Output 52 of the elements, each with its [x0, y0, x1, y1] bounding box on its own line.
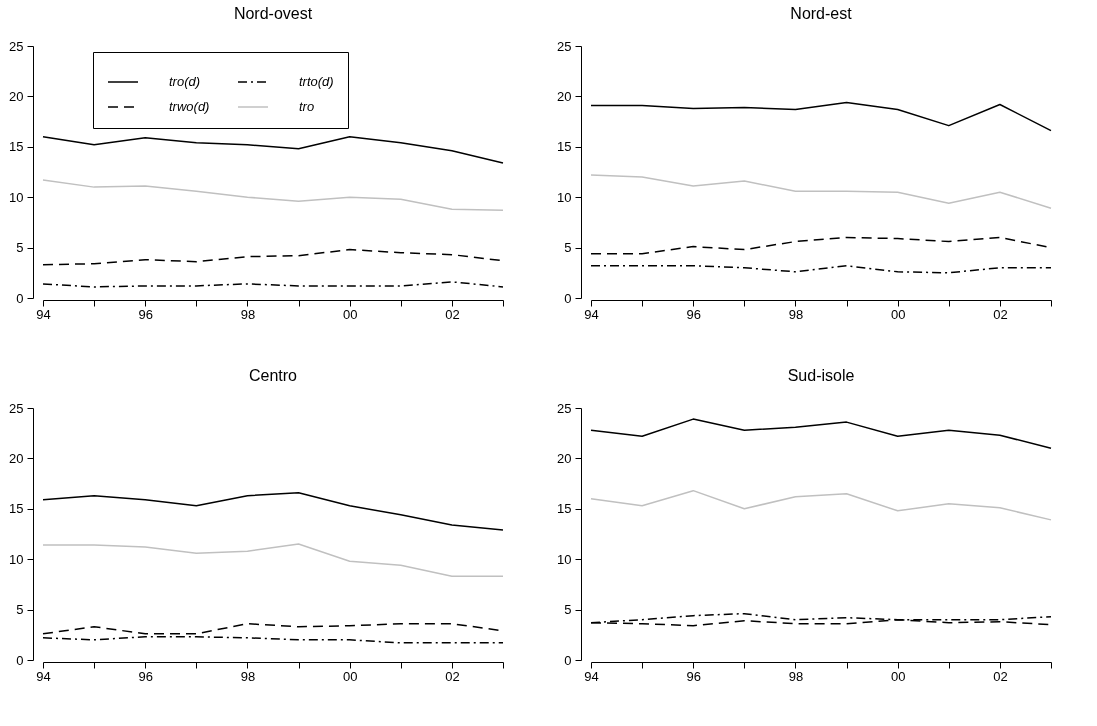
y-tick-label: 5 [564, 240, 572, 256]
y-tick-label: 5 [16, 240, 24, 256]
x-tick-label: 00 [342, 306, 358, 322]
y-tick-label: 10 [9, 551, 24, 567]
y-tick-label: 0 [564, 290, 572, 306]
x-tick-label: 02 [993, 668, 1008, 684]
y-tick-label: 0 [16, 290, 24, 306]
chart-title: Nord-est [790, 5, 853, 22]
chart-title: Nord-ovest [233, 5, 313, 22]
legend-label: trto(d) [299, 74, 334, 89]
x-tick-label: 02 [993, 306, 1008, 322]
x-tick-label: 02 [445, 306, 460, 322]
x-tick-label: 94 [36, 668, 51, 684]
x-tick-label: 96 [138, 668, 153, 684]
x-tick-label: 98 [240, 668, 256, 684]
y-tick-label: 25 [557, 38, 572, 54]
y-tick-label: 15 [557, 139, 572, 155]
x-tick-label: 94 [36, 306, 51, 322]
y-tick-label: 0 [564, 652, 572, 668]
x-tick-label: 96 [686, 668, 701, 684]
y-tick-label: 20 [9, 88, 24, 104]
legend-label: tro [299, 99, 315, 114]
x-tick-label: 00 [890, 668, 906, 684]
legend-label: trwo(d) [169, 99, 210, 114]
y-tick-label: 20 [557, 450, 572, 466]
y-tick-label: 25 [557, 400, 572, 416]
y-tick-label: 0 [16, 652, 24, 668]
x-tick-label: 98 [240, 306, 256, 322]
x-tick-label: 94 [584, 668, 599, 684]
x-tick-label: 98 [788, 668, 804, 684]
x-tick-label: 02 [445, 668, 460, 684]
x-tick-label: 98 [788, 306, 804, 322]
x-tick-label: 96 [686, 306, 701, 322]
legend-label: tro(d) [169, 74, 201, 89]
y-tick-label: 5 [564, 602, 572, 618]
x-tick-label: 00 [342, 668, 358, 684]
y-tick-label: 10 [557, 189, 572, 205]
y-tick-label: 15 [9, 139, 24, 155]
y-tick-label: 20 [557, 88, 572, 104]
y-tick-label: 15 [9, 501, 24, 517]
chart-title: Sud-isole [787, 367, 855, 384]
x-tick-label: 00 [890, 306, 906, 322]
y-tick-label: 25 [9, 38, 24, 54]
y-tick-label: 15 [557, 501, 572, 517]
x-tick-label: 96 [138, 306, 153, 322]
y-tick-label: 10 [557, 551, 572, 567]
x-tick-label: 94 [584, 306, 599, 322]
y-tick-label: 25 [9, 400, 24, 416]
y-tick-label: 20 [9, 450, 24, 466]
chart-title: Centro [248, 367, 298, 384]
y-tick-label: 10 [9, 189, 24, 205]
y-tick-label: 5 [16, 602, 24, 618]
